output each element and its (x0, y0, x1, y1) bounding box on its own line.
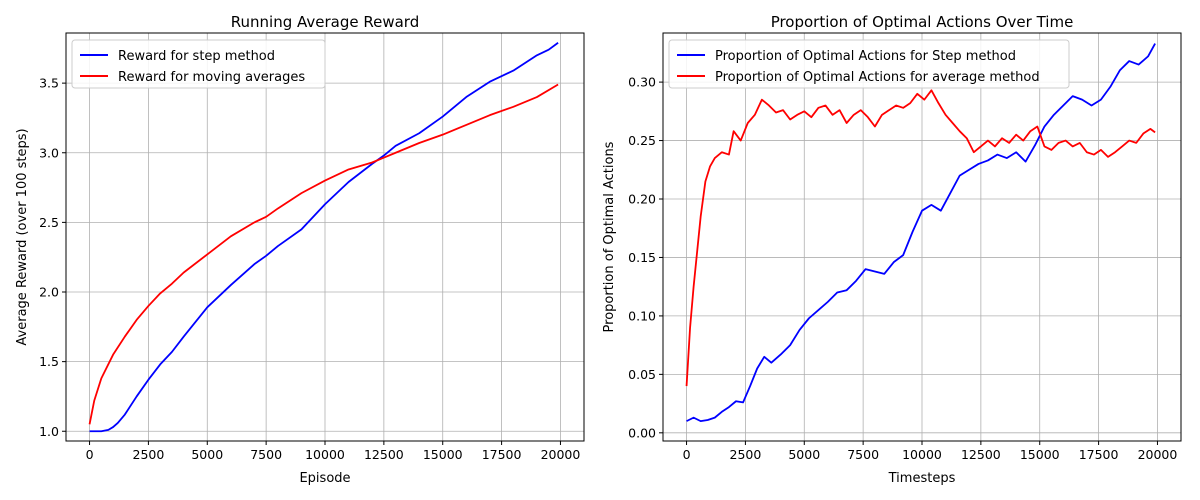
series-line-0 (686, 43, 1156, 423)
x-tick-label: 5000 (191, 447, 223, 462)
y-tick-label: 0.25 (628, 133, 656, 148)
x-tick-label: 0 (86, 447, 94, 462)
x-tick-label: 5000 (788, 447, 820, 462)
y-tick-label: 0.30 (628, 75, 656, 90)
x-tick-label: 17500 (482, 447, 522, 462)
x-tick-label: 12500 (961, 447, 1001, 462)
legend: Proportion of Optimal Actions for Step m… (668, 39, 1070, 89)
y-tick-label: 0.00 (628, 425, 656, 440)
series-lines (685, 43, 1156, 423)
x-tick-label: 20000 (541, 447, 581, 462)
y-tick-label: 0.15 (628, 250, 656, 265)
y-axis-label: Proportion of Optimal Actions (602, 141, 617, 332)
series-line-0 (89, 42, 559, 433)
x-axis-label: Episode (299, 471, 350, 486)
y-tick-label: 1.5 (39, 354, 59, 369)
legend-label-step: Proportion of Optimal Actions for Step m… (715, 49, 1016, 64)
x-tick-label: 10000 (305, 447, 345, 462)
legend-box (71, 39, 326, 89)
y-tick-label: 0.20 (628, 192, 656, 207)
x-tick-label: 15000 (1020, 447, 1060, 462)
y-tick-label: 3.0 (39, 145, 59, 160)
y-tick-label: 2.0 (39, 285, 59, 300)
x-tick-label: 10000 (902, 447, 942, 462)
series-line-1 (685, 89, 1156, 387)
x-tick-label: 12500 (364, 447, 404, 462)
legend-label-average: Proportion of Optimal Actions for averag… (715, 70, 1040, 85)
y-tick-label: 3.5 (39, 76, 59, 91)
series-line-1 (88, 83, 559, 425)
ticks: 0 2500 5000 7500 10000 12500 15000 17500 20000 0.… (628, 75, 1177, 462)
chart-right: 0 2500 5000 7500 10000 12500 15000 17500 20000 0.… (602, 13, 1182, 486)
legend-label-step: Reward for step method (118, 49, 275, 64)
x-tick-label: 7500 (250, 447, 282, 462)
x-tick-label: 0 (683, 447, 691, 462)
y-tick-label: 0.05 (628, 367, 656, 382)
chart-title: Running Average Reward (231, 13, 419, 31)
y-tick-label: 0.10 (628, 308, 656, 323)
x-tick-label: 7500 (847, 447, 879, 462)
chart-title: Proportion of Optimal Actions Over Time (771, 13, 1074, 31)
legend-label-moving-averages: Reward for moving averages (118, 70, 305, 85)
x-tick-label: 17500 (1079, 447, 1119, 462)
y-tick-label: 2.5 (39, 215, 59, 230)
x-tick-label: 15000 (423, 447, 463, 462)
legend: Reward for step method Reward for moving… (71, 39, 326, 89)
x-tick-label: 2500 (730, 447, 762, 462)
series-lines (88, 42, 559, 433)
y-axis-label: Average Reward (over 100 steps) (15, 128, 30, 345)
chart-left: 0 2500 5000 7500 10000 12500 15000 17500 20000 1.… (15, 13, 585, 486)
ticks: 0 2500 5000 7500 10000 12500 15000 17500 20000 1.… (39, 76, 580, 462)
legend-box (668, 39, 1070, 89)
y-tick-label: 1.0 (39, 424, 59, 439)
x-tick-label: 20000 (1138, 447, 1178, 462)
x-axis-label: Timesteps (888, 471, 956, 486)
x-tick-label: 2500 (133, 447, 165, 462)
